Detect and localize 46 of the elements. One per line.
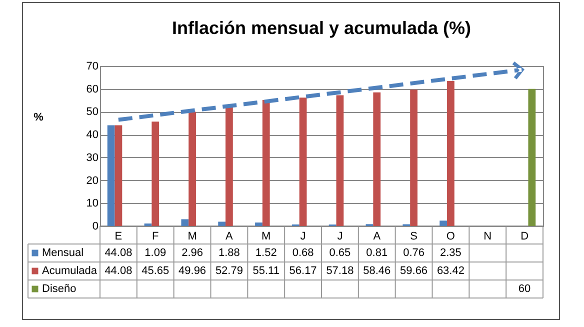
data-label: 63.42 — [436, 265, 464, 277]
legend-label: Diseño — [42, 283, 76, 295]
data-label: 59.66 — [400, 265, 428, 277]
data-label: 1.88 — [218, 247, 240, 259]
data-label: 0.65 — [329, 247, 351, 259]
data-label: 1.52 — [255, 247, 277, 259]
data-label: 1.09 — [144, 247, 166, 259]
data-label: 49.96 — [178, 265, 206, 277]
x-tick-label: J — [337, 230, 343, 242]
y-axis-title: % — [34, 112, 44, 124]
x-tick-label: M — [262, 230, 271, 242]
legend-label: Mensual — [42, 247, 84, 259]
y-tick-label: 30 — [86, 152, 98, 164]
y-tick-label: 50 — [86, 106, 98, 118]
data-label: 2.96 — [182, 247, 204, 259]
y-tick-label: 10 — [86, 198, 98, 210]
x-tick-label: O — [446, 230, 456, 242]
x-tick-label: A — [226, 230, 234, 242]
x-tick-label: D — [520, 230, 529, 242]
data-label: 2.35 — [440, 247, 462, 259]
data-label: 55.11 — [252, 265, 280, 277]
x-tick-label: M — [188, 230, 197, 242]
chart-title: Inflación mensual y acumulada (%) — [172, 18, 472, 38]
data-label: 56.17 — [289, 265, 317, 277]
x-tick-label: S — [410, 230, 418, 242]
data-label: 44.08 — [104, 265, 132, 277]
data-label: 0.68 — [292, 247, 314, 259]
data-label: 45.65 — [142, 265, 170, 277]
data-label: 0.81 — [366, 247, 388, 259]
y-tick-label: 20 — [86, 174, 98, 187]
y-tick-label: 70 — [86, 60, 98, 72]
legend-label: Acumulada — [42, 265, 98, 277]
y-tick-label: 40 — [86, 129, 98, 142]
x-tick-label: J — [300, 230, 306, 242]
x-tick-label: N — [484, 230, 492, 242]
x-tick-label: F — [152, 230, 160, 242]
data-label: 58.46 — [363, 265, 391, 277]
x-tick-label: A — [373, 230, 382, 242]
data-label: 52.79 — [215, 265, 243, 277]
data-label: 44.08 — [104, 247, 132, 259]
y-tick-label: 0 — [92, 220, 98, 232]
x-tick-label: E — [114, 230, 122, 242]
data-label: 57.18 — [326, 265, 354, 277]
y-tick-label: 60 — [86, 83, 98, 96]
data-label: 60 — [518, 283, 531, 295]
data-label: 0.76 — [403, 247, 425, 259]
